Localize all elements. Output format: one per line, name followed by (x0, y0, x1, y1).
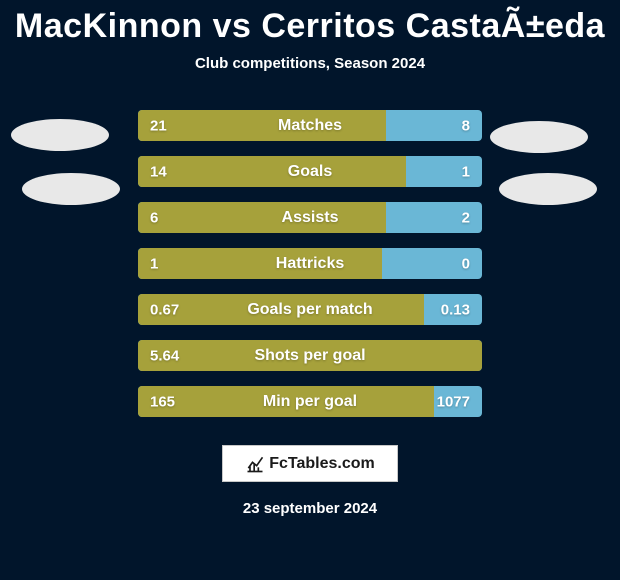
stat-label: Shots per goal (254, 347, 365, 365)
stat-label: Goals per match (247, 301, 372, 319)
stat-left-value: 1 (150, 255, 158, 272)
attribution-text: FcTables.com (269, 455, 375, 473)
stat-left-fill (138, 248, 382, 279)
team-logo-placeholder (11, 119, 109, 151)
stat-label: Assists (282, 209, 339, 227)
team-logo-placeholder (490, 121, 588, 153)
stat-left-value: 14 (150, 163, 167, 180)
team-logo-placeholder (22, 173, 120, 205)
stat-right-value: 0.13 (441, 301, 470, 318)
fctables-chart-icon (245, 454, 265, 474)
subtitle: Club competitions, Season 2024 (0, 55, 620, 72)
team-logo-placeholder (499, 173, 597, 205)
stat-left-fill (138, 202, 386, 233)
stat-row: 6 Assists 2 (138, 202, 482, 233)
stat-right-value: 2 (462, 209, 470, 226)
stat-left-value: 21 (150, 117, 167, 134)
stat-label: Hattricks (276, 255, 344, 273)
stat-row: 1 Hattricks 0 (138, 248, 482, 279)
stat-left-fill (138, 156, 406, 187)
stat-label: Goals (288, 163, 332, 181)
page-title: MacKinnon vs Cerritos CastaÃ±eda (0, 0, 620, 45)
stat-label: Matches (278, 117, 342, 135)
stat-left-value: 6 (150, 209, 158, 226)
stat-row: 21 Matches 8 (138, 110, 482, 141)
stat-right-value: 1 (462, 163, 470, 180)
date-label: 23 september 2024 (0, 500, 620, 517)
stat-right-value: 0 (462, 255, 470, 272)
stat-left-fill (138, 110, 386, 141)
stat-left-value: 0.67 (150, 301, 179, 318)
stat-row: 5.64 Shots per goal (138, 340, 482, 371)
stat-right-value: 1077 (437, 393, 470, 410)
stat-row: 165 Min per goal 1077 (138, 386, 482, 417)
stat-left-value: 165 (150, 393, 175, 410)
stat-row: 0.67 Goals per match 0.13 (138, 294, 482, 325)
attribution-badge: FcTables.com (222, 445, 398, 482)
stat-row: 14 Goals 1 (138, 156, 482, 187)
stat-label: Min per goal (263, 393, 357, 411)
stats-chart: 21Matches814Goals16Assists21Hattricks00.… (0, 110, 620, 417)
stat-right-value: 8 (462, 117, 470, 134)
stat-left-value: 5.64 (150, 347, 179, 364)
